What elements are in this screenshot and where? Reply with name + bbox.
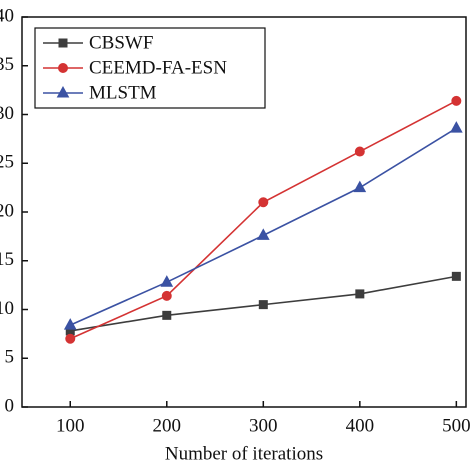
- legend-marker: [58, 63, 68, 73]
- marker: [160, 275, 174, 287]
- marker: [256, 228, 270, 240]
- marker: [355, 289, 365, 299]
- x-tick-label: 400: [346, 415, 375, 436]
- x-tick-label: 200: [153, 415, 182, 436]
- x-tick-label: 100: [56, 415, 85, 436]
- marker: [161, 290, 172, 301]
- y-tick-label: 25: [0, 152, 14, 173]
- marker: [258, 300, 268, 310]
- marker: [65, 333, 76, 344]
- legend-label: CEEMD-FA-ESN: [89, 57, 227, 78]
- y-tick-label: 5: [5, 347, 15, 368]
- marker: [63, 318, 77, 330]
- marker: [353, 180, 367, 193]
- marker: [162, 310, 172, 320]
- x-tick-label: 500: [442, 415, 471, 436]
- marker: [354, 146, 365, 157]
- legend-label: MLSTM: [89, 82, 157, 103]
- marker: [258, 197, 269, 208]
- marker: [450, 121, 463, 133]
- series-line: [69, 127, 457, 326]
- marker: [451, 95, 462, 106]
- y-tick-label: 30: [0, 103, 14, 124]
- marker: [451, 271, 461, 281]
- x-axis-label: Number of iterations: [165, 443, 323, 464]
- y-tick-label: 0: [5, 395, 15, 416]
- legend: CBSWF CEEMD-FA-ESN MLSTM: [34, 27, 266, 109]
- y-tick-label: 10: [0, 298, 14, 319]
- y-tick-label: 15: [0, 249, 14, 270]
- y-tick-label: 35: [0, 54, 14, 75]
- x-tick-label: 300: [249, 415, 278, 436]
- y-tick-label: 40: [0, 5, 14, 26]
- legend-marker: [58, 38, 68, 48]
- legend-label: CBSWF: [89, 32, 153, 53]
- y-tick-label: 20: [0, 200, 14, 221]
- legend-marker: [56, 85, 70, 98]
